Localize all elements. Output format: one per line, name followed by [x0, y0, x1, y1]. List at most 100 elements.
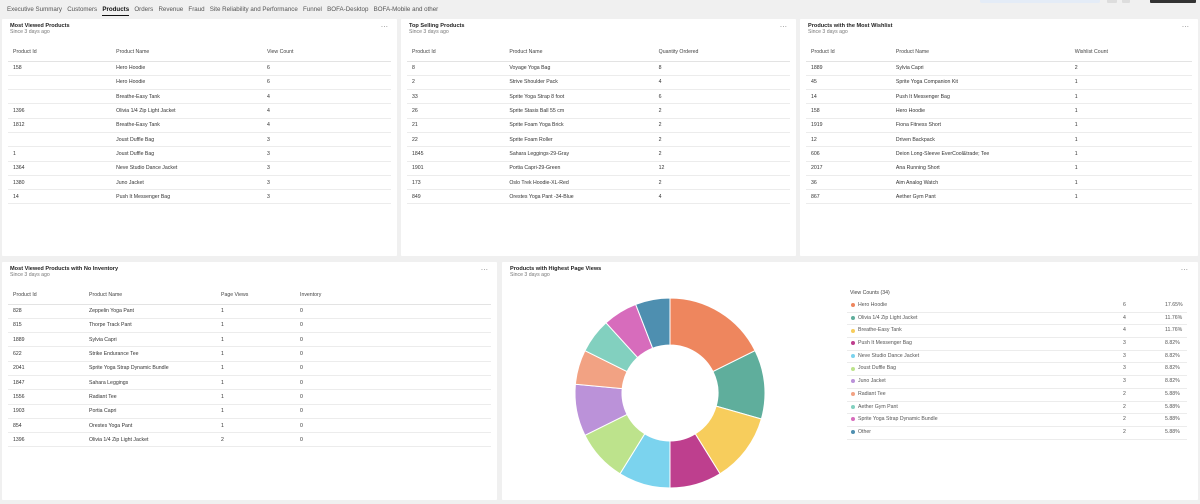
legend-color-dot — [851, 315, 855, 320]
legend-label: Other — [858, 428, 871, 435]
legend-label: Sprite Yoga Strap Dynamic Bundle — [858, 416, 938, 423]
legend-count: 2 — [1123, 403, 1126, 410]
legend-item[interactable]: Hero Hoodie 6 17.65% — [847, 300, 1187, 313]
table-row: 606 Deion Long-Sleeve EverCool&trade; Tee… — [806, 146, 1192, 162]
panel-subtitle: Since 3 days ago — [10, 29, 50, 35]
table-cell: 1 — [216, 375, 295, 391]
legend-item[interactable]: Sprite Yoga Strap Dynamic Bundle 2 5.88% — [847, 414, 1187, 427]
column-header[interactable]: Wishlist Count — [1069, 43, 1192, 62]
tab-customers[interactable]: Customers — [67, 6, 98, 13]
table-cell — [8, 75, 112, 91]
tab-products[interactable]: Products — [102, 6, 130, 16]
table-cell: 2041 — [8, 361, 84, 376]
column-header[interactable]: Inventory — [295, 286, 491, 305]
tab-orders[interactable]: Orders — [134, 6, 154, 13]
table-cell: 8 — [653, 61, 790, 76]
tab-bofa-mobile-and-other[interactable]: BOFA-Mobile and other — [373, 6, 439, 13]
table-row: 1845 Sahara Leggings-29-Gray 2 — [407, 146, 790, 162]
column-header[interactable]: Product Id — [8, 43, 112, 62]
legend-item[interactable]: Neve Studio Dance Jacket 3 8.82% — [847, 351, 1187, 364]
column-header[interactable]: Product Id — [806, 43, 891, 62]
table-cell: Portia Capri-29-Green — [504, 161, 654, 176]
table-row: 8 Voyage Yoga Bag 8 — [407, 61, 790, 76]
table-header-row: Product Id Product Name View Count — [8, 43, 391, 62]
time-picker[interactable] — [980, 0, 1100, 3]
column-header[interactable]: Product Name — [84, 286, 216, 305]
table-cell: 1 — [1069, 89, 1192, 105]
table-cell: 1 — [216, 346, 295, 362]
legend-item[interactable]: Radiant Tee 2 5.88% — [847, 389, 1187, 402]
table-cell: 1 — [1069, 161, 1192, 176]
table-cell: 0 — [295, 389, 491, 405]
tab-fraud[interactable]: Fraud — [188, 6, 205, 13]
column-header[interactable]: Product Name — [504, 43, 654, 62]
legend-count: 3 — [1123, 365, 1126, 372]
table-cell: 815 — [8, 318, 84, 334]
table-cell: 3 — [262, 189, 391, 205]
toolbar-button[interactable] — [1107, 0, 1117, 3]
column-header[interactable]: Product Name — [890, 43, 1070, 62]
column-header[interactable]: Product Id — [407, 43, 505, 62]
legend-color-dot — [851, 430, 855, 435]
legend-label: Neve Studio Dance Jacket — [858, 352, 920, 359]
tab-funnel[interactable]: Funnel — [303, 6, 322, 13]
tab-bofa-desktop[interactable]: BOFA-Desktop — [327, 6, 369, 13]
table-row: 21 Sprite Foam Yoga Brick 2 — [407, 118, 790, 133]
most-viewed-table: Product Id Product Name View Count 158 Hero … — [8, 43, 391, 205]
table-row: 1812 Breathe-Easy Tank 4 — [8, 118, 391, 133]
table-cell: 622 — [8, 346, 84, 362]
legend-count: 3 — [1123, 378, 1126, 385]
table-cell: 0 — [295, 346, 491, 362]
column-header[interactable]: View Count — [262, 43, 391, 62]
primary-action-button[interactable] — [1150, 0, 1196, 3]
legend-percent: 8.82% — [1165, 378, 1180, 385]
column-header[interactable]: Product Name — [111, 43, 263, 62]
table-cell: Portia Capri — [84, 404, 216, 419]
table-cell: 2 — [653, 132, 790, 148]
tab-revenue[interactable]: Revenue — [158, 6, 184, 13]
panel-menu-icon[interactable]: ... — [1182, 22, 1190, 29]
legend-label: Juno Jacket — [858, 378, 886, 385]
legend-item[interactable]: Joust Duffle Bag 3 8.82% — [847, 363, 1187, 377]
legend-color-dot — [851, 353, 855, 358]
panel-title: Products with the Most Wishlist — [808, 23, 893, 29]
top-bar: Executive Summary Customers Products Orders… — [0, 0, 1200, 19]
panel-menu-icon[interactable]: ... — [780, 22, 788, 29]
pie-slice-other[interactable] — [635, 297, 671, 349]
table-cell: 0 — [295, 404, 491, 419]
legend-color-dot — [851, 404, 855, 409]
column-header[interactable]: Product Id — [8, 286, 84, 305]
legend-item[interactable]: Breathe-Easy Tank 4 11.76% — [847, 325, 1187, 339]
table-row: Hero Hoodie 6 — [8, 75, 391, 91]
table-cell: Sylvia Capri — [890, 61, 1070, 76]
legend-label: Aether Gym Pant — [858, 403, 898, 410]
panel-menu-icon[interactable]: ... — [1181, 265, 1189, 272]
table-cell: Breathe-Easy Tank — [111, 118, 263, 133]
column-header[interactable]: Page Views — [216, 286, 295, 305]
table-row: 26 Sprite Stasis Ball 55 cm 2 — [407, 103, 790, 119]
table-cell: 1847 — [8, 375, 84, 391]
legend-count: 6 — [1123, 302, 1126, 308]
table-cell: Sprite Yoga Strap Dynamic Bundle — [84, 361, 216, 376]
legend-item[interactable]: Juno Jacket 3 8.82% — [847, 376, 1187, 389]
table-cell: 828 — [8, 304, 84, 319]
toolbar-button[interactable] — [1122, 0, 1130, 3]
no-inventory-table: Product Id Product Name Page Views Inventor… — [8, 286, 491, 448]
column-header[interactable]: Quantity Ordered — [653, 43, 790, 62]
legend-item[interactable]: Aether Gym Pant 2 5.88% — [847, 402, 1187, 415]
legend-item[interactable]: Olivia 1/4 Zip Light Jacket 4 11.76% — [847, 313, 1187, 326]
table-cell: Sylvia Capri — [84, 332, 216, 348]
top-selling-products-panel: Top Selling Products Since 3 days ago ..… — [401, 19, 796, 256]
tab-executive-summary[interactable]: Executive Summary — [7, 6, 63, 13]
table-cell: 2 — [1069, 61, 1192, 76]
table-row: Joust Duffle Bag 3 — [8, 132, 391, 148]
panel-menu-icon[interactable]: ... — [481, 265, 489, 272]
legend-item[interactable]: Other 2 5.88% — [847, 427, 1187, 440]
table-cell: 6 — [262, 61, 391, 76]
table-cell: Breathe-Easy Tank — [111, 89, 263, 105]
panel-menu-icon[interactable]: ... — [381, 22, 389, 29]
legend-item[interactable]: Push It Messenger Bag 3 8.82% — [847, 338, 1187, 351]
table-cell: Neve Studio Dance Jacket — [111, 161, 263, 176]
tab-site-reliability-and-performance[interactable]: Site Reliability and Performance — [209, 6, 298, 13]
table-cell: Sprite Foam Roller — [504, 132, 654, 148]
